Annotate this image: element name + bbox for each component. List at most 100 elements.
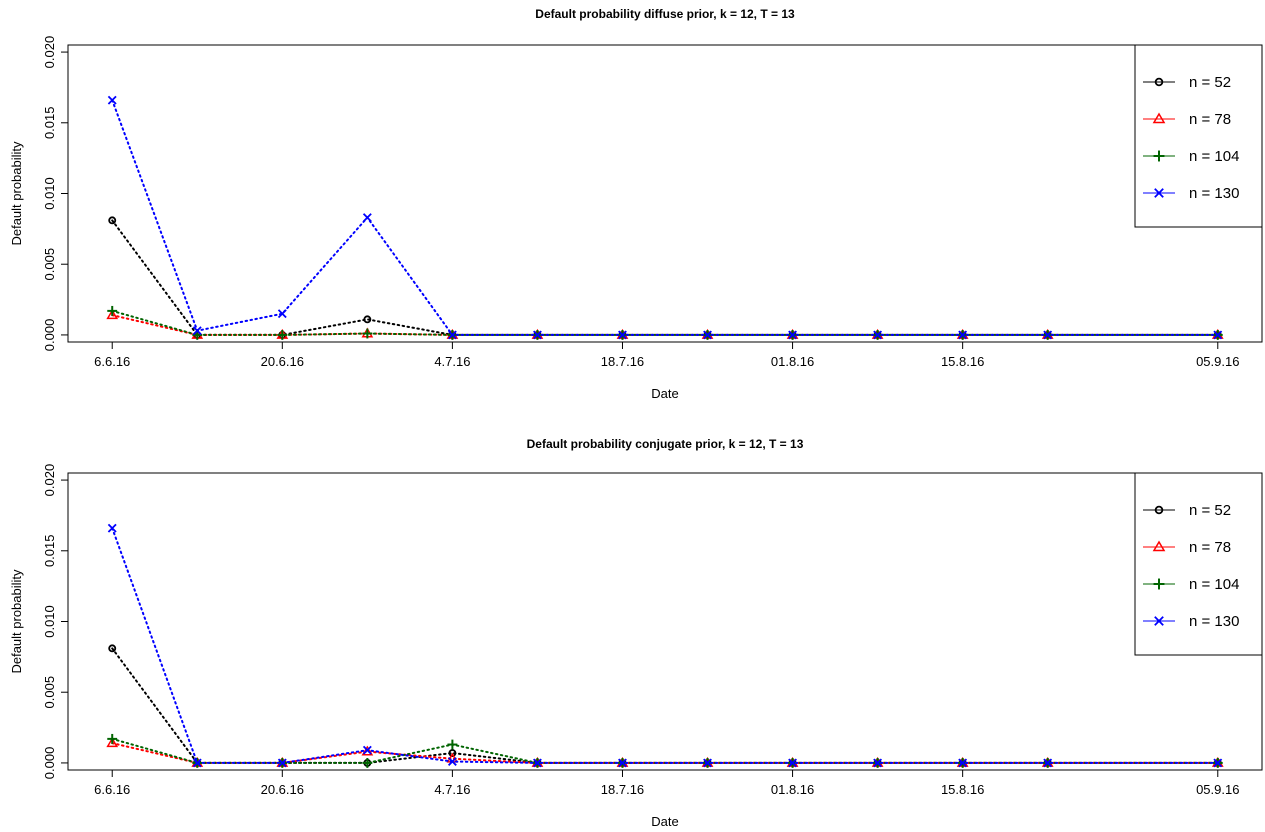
x-tick-label: 20.6.16 bbox=[261, 782, 304, 797]
data-point bbox=[958, 758, 968, 768]
marker-triangle bbox=[1152, 112, 1166, 124]
y-tick-label: 0.010 bbox=[42, 177, 57, 210]
data-point bbox=[108, 644, 117, 653]
series-circle bbox=[108, 216, 1222, 339]
marker-circle bbox=[1154, 505, 1164, 515]
legend-item: n = 78 bbox=[1143, 111, 1231, 128]
marker-triangle bbox=[106, 737, 119, 748]
legend-marker bbox=[1153, 578, 1165, 590]
legend-label: n = 52 bbox=[1189, 74, 1231, 91]
x-axis: 6.6.16 20.6.16 4.7.16 18.7.16 01.8.16 15.8.16… bbox=[94, 770, 1239, 797]
series-cross bbox=[107, 95, 1223, 340]
legend-item: n = 130 bbox=[1143, 185, 1239, 202]
y-axis: 0.000 0.005 0.010 0.015 0.020 bbox=[42, 464, 68, 779]
data-point bbox=[873, 330, 883, 340]
x-axis: 6.6.16 20.6.16 4.7.16 18.7.16 01.8.16 15.8.16… bbox=[94, 342, 1239, 369]
legend-label: n = 104 bbox=[1189, 576, 1239, 593]
data-point bbox=[362, 757, 373, 768]
marker-cross-b bbox=[618, 758, 627, 768]
marker-cross-b bbox=[192, 758, 202, 768]
marker-circle bbox=[108, 216, 117, 225]
data-point bbox=[107, 523, 117, 533]
x-tick-label: 01.8.16 bbox=[771, 782, 814, 797]
marker-cross-b bbox=[958, 758, 968, 768]
data-point bbox=[703, 330, 712, 340]
legend-marker bbox=[1153, 150, 1165, 162]
x-tick-label: 4.7.16 bbox=[434, 354, 470, 369]
legend: n = 52 n = 78 n = 104 n = 130 bbox=[1134, 44, 1263, 228]
data-point bbox=[361, 745, 374, 756]
legend-label: n = 104 bbox=[1189, 148, 1239, 165]
marker-cross-b bbox=[532, 330, 542, 340]
legend-marker bbox=[1154, 77, 1164, 87]
marker-circle bbox=[1154, 77, 1164, 87]
marker-cross-b bbox=[958, 330, 968, 340]
data-point bbox=[1043, 758, 1053, 768]
series-line bbox=[111, 737, 1219, 764]
legend-label: n = 78 bbox=[1189, 539, 1231, 556]
y-tick-label: 0.000 bbox=[42, 319, 57, 352]
marker-cross-b bbox=[362, 213, 372, 222]
data-point bbox=[447, 739, 458, 750]
y-tick-label: 0.000 bbox=[42, 747, 57, 780]
data-point bbox=[788, 330, 798, 340]
series-cross bbox=[107, 523, 1223, 768]
data-point bbox=[362, 328, 373, 339]
plot-frame bbox=[67, 472, 1263, 771]
plot-frame bbox=[67, 44, 1263, 343]
data-point bbox=[532, 758, 542, 768]
legend-marker bbox=[1154, 505, 1164, 515]
data-point bbox=[192, 758, 202, 768]
legend-item: n = 52 bbox=[1143, 74, 1231, 91]
data-point bbox=[107, 95, 117, 105]
legend-marker bbox=[1154, 616, 1164, 626]
marker-cross-b bbox=[1154, 188, 1164, 198]
marker-cross-b bbox=[107, 95, 117, 105]
marker-cross-b bbox=[447, 330, 457, 340]
x-axis-label: Date bbox=[651, 814, 678, 827]
data-point bbox=[447, 330, 457, 340]
y-tick-label: 0.015 bbox=[42, 107, 57, 140]
y-tick-label: 0.010 bbox=[42, 605, 57, 638]
data-point bbox=[192, 326, 202, 336]
data-point bbox=[277, 329, 288, 340]
data-point bbox=[363, 315, 372, 324]
data-point bbox=[1213, 758, 1223, 768]
marker-cross-b bbox=[1213, 758, 1223, 768]
marker-cross-b bbox=[277, 758, 287, 768]
y-tick-label: 0.020 bbox=[42, 36, 57, 69]
series-line bbox=[111, 647, 1219, 764]
legend-item: n = 130 bbox=[1143, 613, 1239, 630]
data-point bbox=[618, 758, 627, 768]
legend-marker bbox=[1152, 540, 1166, 552]
y-tick-label: 0.020 bbox=[42, 464, 57, 497]
data-point bbox=[532, 330, 542, 340]
series-line bbox=[111, 314, 1219, 336]
data-point bbox=[788, 758, 798, 768]
x-tick-label: 20.6.16 bbox=[261, 354, 304, 369]
marker-cross-b bbox=[107, 523, 117, 533]
data-point bbox=[106, 737, 119, 748]
data-point bbox=[362, 745, 372, 755]
data-point bbox=[362, 213, 372, 222]
legend-item: n = 104 bbox=[1143, 576, 1239, 593]
legend-label: n = 130 bbox=[1189, 613, 1239, 630]
data-point bbox=[1213, 330, 1223, 340]
x-tick-label: 05.9.16 bbox=[1196, 782, 1239, 797]
series-circle bbox=[108, 644, 1222, 767]
legend: n = 52 n = 78 n = 104 n = 130 bbox=[1134, 472, 1263, 656]
series-line bbox=[111, 742, 1219, 764]
chart-title: Default probability diffuse prior, k = 1… bbox=[535, 7, 795, 21]
legend-marker bbox=[1154, 188, 1164, 198]
marker-cross-b bbox=[873, 758, 883, 768]
data-point bbox=[277, 309, 287, 319]
x-tick-label: 18.7.16 bbox=[601, 782, 644, 797]
x-axis-label: Date bbox=[651, 386, 678, 401]
marker-cross-b bbox=[1154, 616, 1164, 626]
marker-cross-b bbox=[532, 758, 542, 768]
marker-cross-b bbox=[362, 745, 372, 755]
marker-cross-b bbox=[277, 309, 287, 319]
data-point bbox=[873, 758, 883, 768]
y-axis-label: Default probability bbox=[9, 141, 24, 246]
